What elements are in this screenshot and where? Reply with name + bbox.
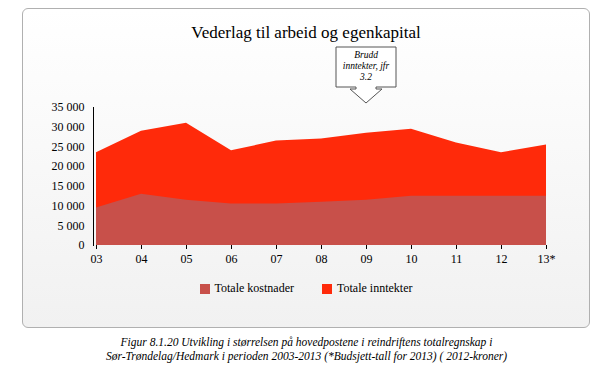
svg-text:10 000: 10 000 [52, 199, 85, 213]
html-text:Totale kostnader: Totale kostnader [214, 281, 294, 295]
html-text:Totale inntekter: Totale inntekter [337, 281, 413, 295]
svg-text:11: 11 [451, 252, 463, 266]
svg-text:12: 12 [496, 252, 508, 266]
html-text:Vederlag til arbeid og egenkap: Vederlag til arbeid og egenkapital [191, 23, 421, 42]
svg-text:inntekter, jfr: inntekter, jfr [343, 61, 390, 71]
svg-text:04: 04 [136, 252, 148, 266]
svg-text:20 000: 20 000 [52, 159, 85, 173]
svg-text:06: 06 [226, 252, 238, 266]
svg-text:08: 08 [316, 252, 328, 266]
svg-text:15 000: 15 000 [52, 179, 85, 193]
svg-text:09: 09 [361, 252, 373, 266]
svg-text:30 000: 30 000 [52, 120, 85, 134]
svg-text:07: 07 [271, 252, 283, 266]
svg-text:Brudd: Brudd [354, 50, 378, 60]
svg-text:03: 03 [91, 252, 103, 266]
svg-text:05: 05 [181, 252, 193, 266]
svg-text:5 000: 5 000 [58, 219, 85, 233]
svg-text:0: 0 [79, 238, 85, 252]
svg-text:3.2: 3.2 [359, 72, 372, 82]
svg-text:13*: 13* [538, 252, 556, 266]
svg-text:10: 10 [406, 252, 418, 266]
svg-text:25 000: 25 000 [52, 140, 85, 154]
html-text:Figur 8.1.20 Utvikling i størr: Figur 8.1.20 Utvikling i størrelsen på h… [105, 336, 508, 362]
svg-text:35 000: 35 000 [52, 100, 85, 114]
